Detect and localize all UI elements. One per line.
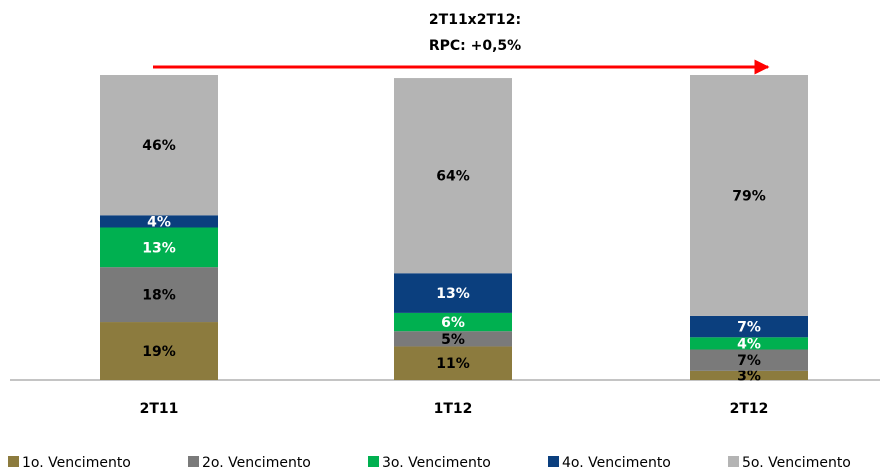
- bar-segment: [690, 337, 808, 350]
- bar-segment: [100, 267, 218, 323]
- bar-segment: [100, 227, 218, 268]
- data-label: 6%: [441, 315, 465, 331]
- legend-swatch: [548, 456, 559, 467]
- data-label: 11%: [436, 356, 470, 372]
- data-label: 4%: [147, 214, 171, 230]
- bar-segment: [394, 273, 512, 313]
- bar-segment: [394, 346, 512, 380]
- bar-segment: [690, 349, 808, 371]
- bar-segment: [690, 370, 808, 380]
- data-label: 18%: [142, 288, 176, 304]
- bar-segment: [394, 331, 512, 347]
- legend-label: 5o. Vencimento: [742, 455, 851, 471]
- bar-segment: [100, 322, 218, 380]
- data-label: 5%: [441, 332, 465, 348]
- data-label: 46%: [142, 138, 176, 154]
- x-tick-label: 2T11: [140, 401, 179, 417]
- data-label: 13%: [142, 240, 176, 256]
- legend-label: 2o. Vencimento: [202, 455, 311, 471]
- annotation: 2T11x2T12:: [429, 12, 521, 28]
- legend-swatch: [8, 456, 19, 467]
- legend-swatch: [728, 456, 739, 467]
- bar-segment: [690, 315, 808, 338]
- bar-segment: [394, 312, 512, 332]
- x-tick-label: 1T12: [434, 401, 473, 417]
- legend-swatch: [368, 456, 379, 467]
- legend-label: 3o. Vencimento: [382, 455, 491, 471]
- legend-label: 4o. Vencimento: [562, 455, 671, 471]
- data-label: 3%: [737, 368, 761, 384]
- bar-segment: [394, 78, 512, 274]
- data-label: 7%: [737, 320, 761, 336]
- data-label: 19%: [142, 344, 176, 360]
- bar-segment: [100, 215, 218, 228]
- x-tick-label: 2T12: [730, 401, 769, 417]
- bar-segment: [690, 75, 808, 316]
- data-label: 64%: [436, 169, 470, 185]
- annotation: RPC: +0,5%: [429, 38, 521, 54]
- data-label: 7%: [737, 353, 761, 369]
- data-label: 4%: [737, 336, 761, 352]
- data-label: 13%: [436, 286, 470, 302]
- legend-swatch: [188, 456, 199, 467]
- bar-segment: [100, 75, 218, 216]
- data-label: 79%: [732, 188, 766, 204]
- legend-label: 1o. Vencimento: [22, 455, 131, 471]
